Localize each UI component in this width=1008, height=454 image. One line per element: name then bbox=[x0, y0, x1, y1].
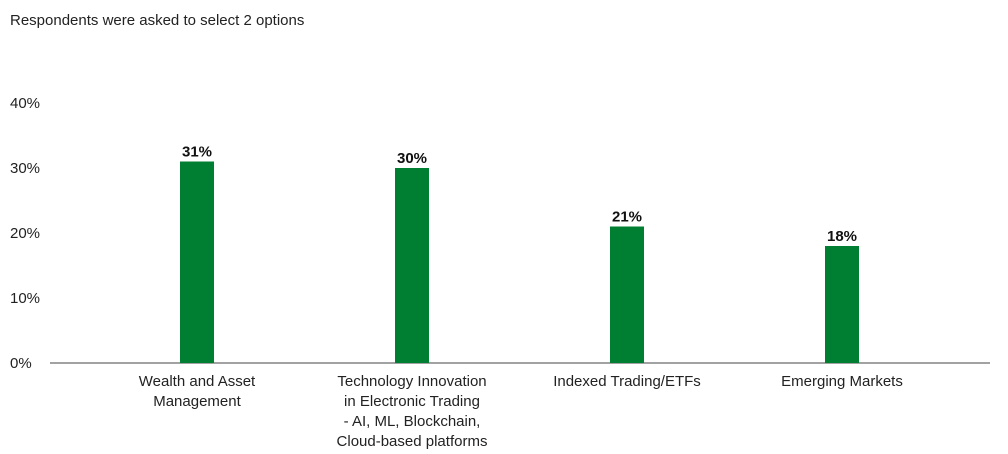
data-label: 18% bbox=[827, 228, 857, 245]
y-tick-label: 20% bbox=[10, 225, 40, 242]
x-category-label: Technology Innovation in Electronic Tradi… bbox=[337, 373, 488, 450]
bar bbox=[180, 161, 214, 363]
x-category-label: Wealth and Asset Management bbox=[139, 373, 256, 410]
data-label: 31% bbox=[182, 144, 212, 161]
x-category-label: Indexed Trading/ETFs bbox=[553, 373, 701, 390]
y-tick-label: 30% bbox=[10, 160, 40, 177]
data-label: 21% bbox=[612, 209, 642, 226]
bar bbox=[610, 226, 644, 363]
y-tick-label: 10% bbox=[10, 290, 40, 307]
y-tick-label: 0% bbox=[10, 355, 32, 372]
x-category-label: Emerging Markets bbox=[781, 373, 903, 390]
bar bbox=[825, 246, 859, 363]
bar bbox=[395, 168, 429, 363]
y-tick-label: 40% bbox=[10, 95, 40, 112]
chart-subtitle: Respondents were asked to select 2 optio… bbox=[10, 12, 305, 29]
data-label: 30% bbox=[397, 150, 427, 167]
